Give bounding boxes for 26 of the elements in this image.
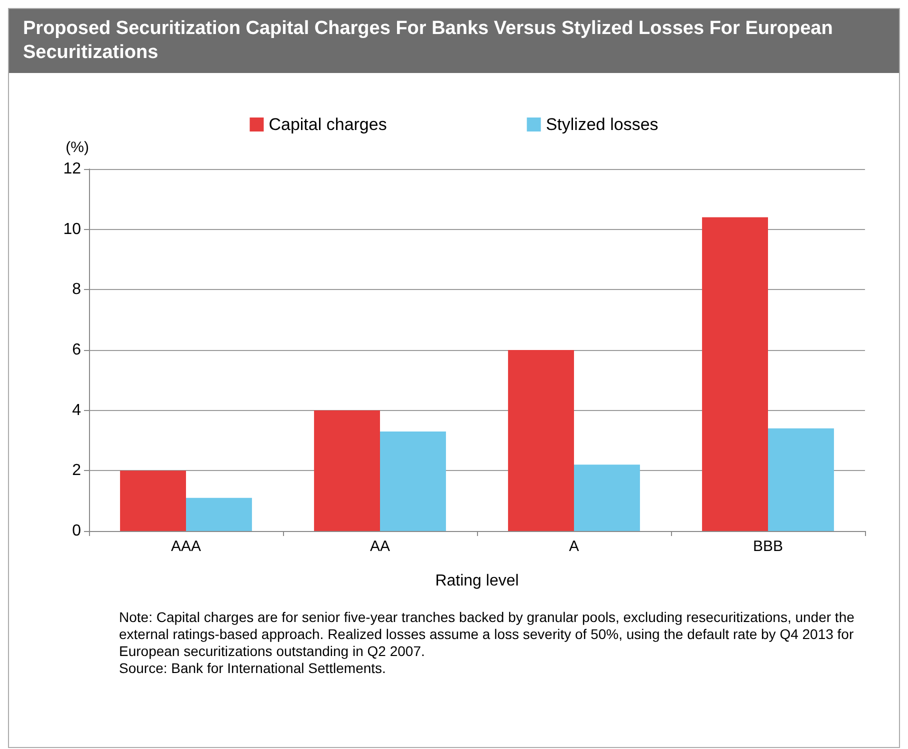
legend-label: Capital charges: [268, 115, 387, 134]
bar: [574, 464, 640, 531]
bar: [120, 470, 186, 531]
bar: [768, 428, 834, 531]
bar: [508, 350, 574, 531]
y-tick-label: 0: [72, 522, 82, 540]
bar: [380, 431, 446, 531]
bar: [314, 410, 380, 531]
y-tick-label: 12: [63, 160, 82, 178]
y-tick-label: 6: [72, 342, 82, 358]
y-tick-label: 8: [72, 281, 82, 298]
x-tick-label: AAA: [170, 538, 202, 555]
x-tick-label: BBB: [752, 538, 784, 555]
source-note: Source: Bank for International Settlements.: [119, 660, 387, 677]
chart-title: Proposed Securitization Capital Charges For Banks Versus Stylized Losses For European Securitizations: [9, 9, 899, 73]
y-tick-label: 10: [63, 220, 82, 238]
x-axis-title: Rating level: [435, 572, 519, 590]
y-tick-label: 4: [72, 402, 82, 419]
y-tick-label: 2: [72, 462, 82, 480]
y-axis-title: (%): [66, 139, 90, 156]
text: Note: Capital charges are for senior five-year tranches backed by granular pools, excluding resecuritizations, under the external ratings-based approach. Realized losses assume a loss severity of 50%, using the default rate by Q4 2013 for European securitizations outstanding in Q2 2007.: [119, 609, 856, 660]
bar: [702, 217, 768, 531]
bar: [186, 498, 252, 531]
legend-label: Stylized losses: [546, 115, 658, 134]
x-tick-label: AA: [370, 538, 390, 555]
x-tick-label: A: [568, 538, 580, 555]
